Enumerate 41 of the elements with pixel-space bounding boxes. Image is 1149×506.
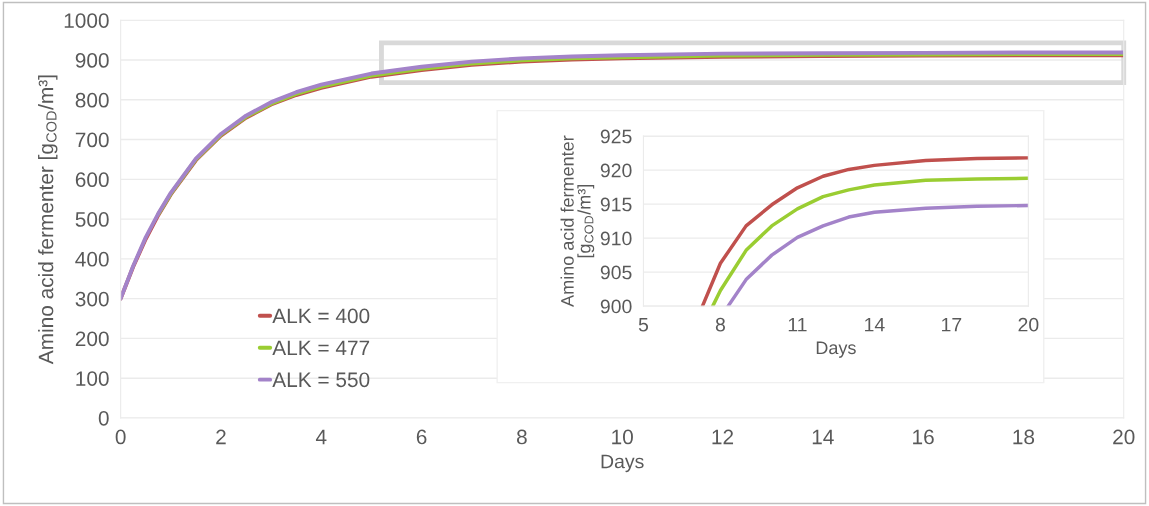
y-tick-label: 400 xyxy=(75,251,109,267)
x-tick-label: 2 xyxy=(216,429,226,445)
y-tick-label: 100 xyxy=(76,371,109,386)
y-tick-label: 0 xyxy=(98,410,109,426)
y-tick-label: 600 xyxy=(75,172,109,188)
y-tick-label: 900 xyxy=(600,299,632,314)
y-tick-label: 500 xyxy=(75,212,109,227)
y-tick-label: 1000 xyxy=(64,13,109,28)
x-tick-label: 6 xyxy=(416,429,427,445)
x-tick-label: 12 xyxy=(712,429,734,445)
x-tick-label: 14 xyxy=(812,429,834,445)
legend-label: ALK = 400 xyxy=(272,308,370,324)
x-tick-label: 10 xyxy=(612,429,633,445)
x-tick-label: 4 xyxy=(315,429,327,445)
legend-label: ALK = 477 xyxy=(272,340,370,356)
y-tick-label: 910 xyxy=(600,231,632,246)
x-tick-label: 5 xyxy=(638,317,649,332)
legend-label: ALK = 550 xyxy=(272,372,370,388)
y-tick-label: 800 xyxy=(75,92,109,108)
x-tick-label: 0 xyxy=(115,429,126,445)
y-tick-label: 925 xyxy=(600,129,632,144)
y-tick-label: 700 xyxy=(75,132,109,148)
x-tick-label: 14 xyxy=(865,317,885,332)
y-tick-label: 920 xyxy=(600,163,632,178)
x-tick-label: 17 xyxy=(942,317,962,332)
y-tick-label: 915 xyxy=(600,197,632,212)
x-tick-label: 16 xyxy=(913,429,934,445)
x-tick-label: 8 xyxy=(715,317,725,332)
x-tick-label: 20 xyxy=(1113,429,1135,445)
y-tick-label: 200 xyxy=(75,331,109,347)
x-tick-label: 20 xyxy=(1018,317,1039,332)
x-tick-label: 8 xyxy=(516,429,527,445)
y-axis-title: Amino acid fermenter [g$_{COD}$/m³] xyxy=(560,135,595,307)
x-axis-title: Days xyxy=(816,341,856,358)
x-tick-label: 11 xyxy=(788,317,807,332)
x-axis-title: Days xyxy=(601,454,644,473)
x-tick-label: 18 xyxy=(1013,429,1035,445)
y-tick-label: 900 xyxy=(75,53,109,68)
y-tick-label: 905 xyxy=(600,265,632,280)
y-tick-label: 300 xyxy=(75,291,109,307)
y-axis-title: Amino acid fermenter [g$_{COD}$/m³] xyxy=(38,75,58,365)
